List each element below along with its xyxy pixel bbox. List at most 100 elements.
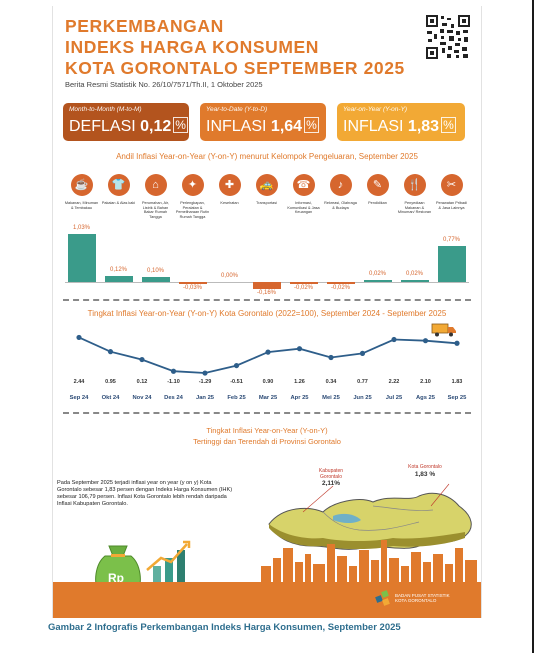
recreation-icon: ♪	[329, 174, 352, 196]
bar-value-label: 0,02%	[368, 271, 386, 277]
bar-value-label: 0,10%	[146, 268, 164, 275]
line-point	[76, 334, 82, 341]
ytd-unit: %	[304, 117, 319, 133]
bps-name: BADAN PUSAT STATISTIK KOTA GORONTALO	[395, 593, 450, 603]
category-label: Rekreasi, Olahraga & Budaya	[324, 201, 357, 210]
category-label: Perumahan, Air, Listrik & Bahan Bakar Ru…	[141, 201, 169, 219]
line-chart-title: Tingkat Inflasi Year-on-Year (Y-on-Y) Ko…	[87, 309, 447, 318]
inflation-line-chart	[76, 334, 460, 376]
page-edge	[532, 0, 534, 653]
release-number: Berita Resmi Statistik No. 26/10/7571/Th…	[65, 80, 263, 89]
infographic-card: PERKEMBANGAN INDEKS HARGA KONSUMEN KOTA …	[52, 6, 482, 618]
kabupaten-name: Kabupaten Gorontalo	[318, 468, 344, 480]
yoy-label: Year-on-Year (Y-on-Y)	[343, 106, 408, 113]
bar-value-label: 0,77%	[442, 237, 460, 244]
line-point	[265, 349, 271, 355]
truck-icon	[431, 323, 456, 337]
month-tick-label: Jun 25	[353, 395, 372, 401]
line-point	[296, 346, 303, 352]
figure-caption: Gambar 2 Infografis Perkembangan Indeks …	[48, 622, 401, 633]
inflation-line	[78, 336, 458, 374]
category-label: Perawatan Pribadi & Jasa Lainnya	[435, 201, 468, 210]
yoy-summary-box: Year-on-Year (Y-on-Y) INFLASI 1,83%	[337, 103, 465, 141]
bar	[67, 234, 96, 282]
furniture-icon: ✦	[181, 174, 204, 196]
kota-callout: Kota Gorontalo 1,83 %	[405, 464, 445, 477]
month-tick-label: Jan 25	[195, 395, 215, 401]
bar-value-label: 0,02%	[405, 271, 423, 277]
line-value-label: -1.10	[167, 379, 180, 385]
category-label: Pakaian & Alas kaki	[101, 201, 136, 205]
month-tick-label: Sep 24	[69, 395, 89, 401]
bar-chart-title: Andil Inflasi Year-on-Year (Y-on-Y) menu…	[116, 152, 418, 161]
mtm-word: DEFLASI	[69, 118, 136, 135]
restaurant-icon: 🍴	[403, 174, 426, 196]
line-value-label: 0.95	[105, 379, 116, 385]
month-tick-label: Feb 25	[227, 395, 246, 401]
category-label: Informasi, Komunikasi & Jasa Keuangan	[287, 201, 320, 214]
line-value-label: 1.83	[451, 379, 463, 385]
food-icon: ☕	[70, 174, 93, 196]
kabupaten-callout: Kabupaten Gorontalo 2,11%	[309, 468, 353, 487]
clothing-icon: 👕	[107, 174, 130, 196]
rp-symbol: Rp	[108, 571, 124, 585]
month-tick-label: Apr 25	[290, 395, 309, 401]
region-title-2: Tertinggi dan Terendah di Provinsi Goron…	[193, 437, 341, 446]
ytd-word: INFLASI	[206, 118, 267, 135]
bar	[104, 276, 133, 282]
phone-icon: ☎	[292, 174, 315, 196]
city-skyline	[261, 540, 477, 584]
month-tick-label: Ags 25	[415, 395, 435, 401]
health-icon: ✚	[218, 174, 241, 196]
bar-value-label: -0,02%	[293, 285, 313, 291]
bar	[141, 277, 170, 282]
bar	[289, 282, 318, 284]
education-icon: ✎	[366, 174, 389, 196]
category-label: Penyediaan Makanan & Minuman/ Restoran	[397, 201, 432, 214]
line-point	[454, 340, 460, 346]
mtm-summary-box: Month-to-Month (M-to-M) DEFLASI 0,12%	[63, 103, 189, 141]
category-label: Kesehatan	[220, 201, 239, 205]
bar	[326, 282, 355, 284]
kota-name: Kota Gorontalo	[408, 464, 442, 470]
bar-value-label: 1,03%	[72, 225, 90, 231]
bar	[363, 280, 392, 282]
bar	[252, 282, 281, 290]
line-point	[170, 368, 177, 374]
bar-value-label: -0,02%	[330, 285, 350, 291]
line-value-label: 0.90	[262, 379, 274, 385]
bar-value-label: -0,16%	[256, 290, 276, 297]
mtm-value: 0,12	[140, 118, 172, 135]
mtm-unit: %	[173, 117, 188, 133]
section-divider-2	[63, 412, 471, 414]
line-point	[107, 349, 114, 355]
bar	[437, 246, 466, 282]
bar-value-label: 0,00%	[220, 273, 238, 279]
category-label: Pendidikan	[368, 201, 387, 205]
line-value-label: 2.22	[388, 379, 400, 385]
month-tick-label: Mar 25	[258, 395, 278, 401]
title-line-1: PERKEMBANGAN	[65, 16, 224, 36]
yoy-word: INFLASI	[343, 118, 404, 135]
line-point	[233, 362, 240, 369]
title-line-2: INDEKS HARGA KONSUMEN	[65, 37, 320, 57]
category-label: Perlengkapan, Peralatan & Pemeliharaan R…	[175, 201, 210, 219]
ytd-value: 1,64	[270, 118, 303, 135]
bps-line-2: KOTA GORONTALO	[395, 598, 437, 603]
personal-care-icon: ✂	[440, 174, 463, 196]
line-point	[359, 350, 366, 356]
category-label: Transportasi	[256, 201, 277, 205]
summary-note: Pada September 2025 terjadi inflasi year…	[57, 480, 233, 507]
kabupaten-value: 2,11%	[321, 480, 341, 487]
month-tick-label: Jul 25	[385, 395, 403, 401]
bar-value-label: -0,03%	[182, 285, 202, 291]
line-value-label: 0.12	[136, 379, 148, 385]
line-value-label: 2.10	[420, 379, 431, 385]
mtm-label: Month-to-Month (M-to-M)	[69, 106, 142, 113]
month-tick-label: Sep 25	[447, 395, 467, 401]
gorontalo-map	[268, 483, 472, 550]
yoy-value: 1,83	[407, 118, 440, 135]
qr-code-icon	[425, 14, 471, 60]
line-value-label: 1.26	[294, 379, 305, 385]
house-icon: ⌂	[144, 174, 167, 196]
